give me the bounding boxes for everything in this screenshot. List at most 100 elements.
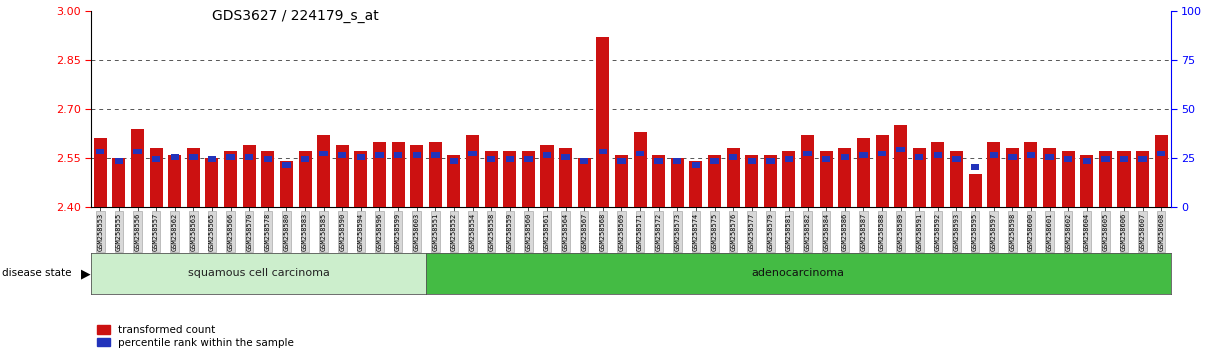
Bar <box>1008 154 1016 160</box>
Bar <box>263 156 272 162</box>
Bar <box>113 158 125 207</box>
Bar <box>894 125 907 207</box>
Bar <box>708 155 721 207</box>
Bar <box>764 155 776 207</box>
Bar <box>542 153 551 158</box>
Bar <box>1155 135 1168 207</box>
Bar <box>969 174 981 207</box>
Bar <box>859 153 867 158</box>
Bar <box>1120 156 1128 162</box>
Bar <box>987 142 1001 207</box>
Bar <box>133 149 142 154</box>
Bar <box>169 155 181 207</box>
Bar <box>1082 158 1090 164</box>
Bar <box>319 150 328 156</box>
Bar <box>673 158 682 164</box>
Bar <box>171 154 180 160</box>
Bar <box>245 154 254 160</box>
Bar <box>1026 153 1035 158</box>
Bar <box>782 152 796 207</box>
Bar <box>152 156 160 162</box>
Bar <box>689 161 702 207</box>
Bar <box>599 149 606 154</box>
Bar <box>1025 142 1037 207</box>
Bar <box>876 135 889 207</box>
Bar <box>485 152 497 207</box>
Bar <box>615 155 628 207</box>
Text: disease state: disease state <box>2 268 72 279</box>
Bar <box>394 153 403 158</box>
Bar <box>506 156 514 162</box>
Bar <box>785 156 793 162</box>
Bar <box>841 154 849 160</box>
Text: adenocarcinoma: adenocarcinoma <box>752 268 844 279</box>
Bar <box>1137 152 1149 207</box>
Bar <box>1006 148 1019 207</box>
Bar <box>878 150 887 156</box>
Bar <box>224 152 237 207</box>
Legend: transformed count, percentile rank within the sample: transformed count, percentile rank withi… <box>96 324 295 349</box>
Bar <box>745 155 758 207</box>
Bar <box>856 138 870 207</box>
Bar <box>636 150 644 156</box>
Bar <box>115 158 123 164</box>
Text: squamous cell carcinoma: squamous cell carcinoma <box>188 268 330 279</box>
Bar <box>932 142 945 207</box>
Bar <box>189 154 198 160</box>
Bar <box>301 156 309 162</box>
Bar <box>838 148 852 207</box>
Bar <box>822 156 831 162</box>
Bar <box>298 152 312 207</box>
Bar <box>562 154 570 160</box>
Bar <box>1099 152 1112 207</box>
Bar <box>896 147 905 152</box>
Bar <box>1157 150 1166 156</box>
Bar <box>655 158 662 164</box>
Bar <box>912 148 926 207</box>
Bar <box>934 153 943 158</box>
Bar <box>243 145 256 207</box>
Bar <box>1043 148 1057 207</box>
Bar <box>503 152 517 207</box>
Bar <box>617 158 626 164</box>
Bar <box>522 152 535 207</box>
Bar <box>429 142 442 207</box>
Bar <box>317 135 330 207</box>
Bar <box>767 158 775 164</box>
Bar <box>1064 156 1072 162</box>
Bar <box>729 154 738 160</box>
Bar <box>372 142 386 207</box>
Bar <box>149 148 163 207</box>
Bar <box>524 156 533 162</box>
Bar <box>392 142 405 207</box>
Bar <box>207 156 216 162</box>
Text: GDS3627 / 224179_s_at: GDS3627 / 224179_s_at <box>212 9 378 23</box>
Bar <box>633 132 647 207</box>
Bar <box>803 150 811 156</box>
Bar <box>1081 155 1093 207</box>
Bar <box>131 129 144 207</box>
Bar <box>283 162 291 168</box>
Bar <box>336 145 349 207</box>
Bar <box>486 156 495 162</box>
Bar <box>691 162 700 168</box>
Bar <box>970 164 979 170</box>
Bar <box>412 153 421 158</box>
Text: ▶: ▶ <box>81 267 91 280</box>
Bar <box>727 148 740 207</box>
Bar <box>577 158 591 207</box>
Bar <box>671 158 684 207</box>
Bar <box>580 158 588 164</box>
Bar <box>375 153 383 158</box>
Bar <box>410 145 423 207</box>
Bar <box>952 156 961 162</box>
Bar <box>205 158 218 207</box>
Bar <box>354 152 368 207</box>
Bar <box>990 153 998 158</box>
Bar <box>468 150 477 156</box>
Bar <box>915 154 923 160</box>
Bar <box>96 149 104 154</box>
Bar <box>187 148 200 207</box>
Bar <box>338 153 347 158</box>
Bar <box>1046 154 1054 160</box>
